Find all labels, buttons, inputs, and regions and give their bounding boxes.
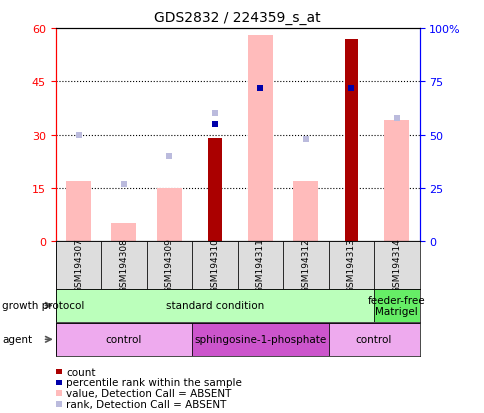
- Text: rank, Detection Call = ABSENT: rank, Detection Call = ABSENT: [66, 399, 226, 409]
- Text: percentile rank within the sample: percentile rank within the sample: [66, 377, 242, 387]
- Bar: [208, 139, 221, 242]
- Bar: [373, 242, 419, 289]
- Bar: [373, 289, 419, 322]
- Text: GSM194309: GSM194309: [165, 238, 174, 293]
- Bar: [328, 242, 373, 289]
- Bar: [237, 242, 283, 289]
- Text: standard condition: standard condition: [166, 301, 263, 311]
- Text: GSM194307: GSM194307: [74, 238, 83, 293]
- Text: GSM194313: GSM194313: [346, 238, 355, 293]
- Text: value, Detection Call = ABSENT: value, Detection Call = ABSENT: [66, 388, 231, 398]
- Bar: [56, 242, 101, 289]
- Bar: [56, 323, 192, 356]
- Text: feeder-free
Matrigel: feeder-free Matrigel: [367, 295, 425, 316]
- Text: control: control: [355, 335, 392, 344]
- Bar: [247, 36, 272, 242]
- Title: GDS2832 / 224359_s_at: GDS2832 / 224359_s_at: [154, 11, 320, 25]
- Bar: [146, 242, 192, 289]
- Bar: [66, 181, 91, 242]
- Text: sphingosine-1-phosphate: sphingosine-1-phosphate: [194, 335, 326, 344]
- Bar: [383, 121, 408, 242]
- Bar: [111, 224, 136, 242]
- Text: GSM194310: GSM194310: [210, 238, 219, 293]
- Bar: [192, 242, 237, 289]
- Bar: [56, 289, 373, 322]
- Text: GSM194311: GSM194311: [256, 238, 264, 293]
- Bar: [344, 40, 357, 242]
- Text: control: control: [106, 335, 142, 344]
- Bar: [157, 188, 182, 242]
- Text: count: count: [66, 367, 95, 377]
- Bar: [101, 242, 146, 289]
- Text: growth protocol: growth protocol: [2, 301, 85, 311]
- Text: GSM194314: GSM194314: [392, 238, 400, 293]
- Text: GSM194312: GSM194312: [301, 238, 310, 293]
- Text: agent: agent: [2, 335, 32, 344]
- Bar: [283, 242, 328, 289]
- Bar: [328, 323, 419, 356]
- Bar: [293, 181, 318, 242]
- Bar: [192, 323, 328, 356]
- Text: GSM194308: GSM194308: [119, 238, 128, 293]
